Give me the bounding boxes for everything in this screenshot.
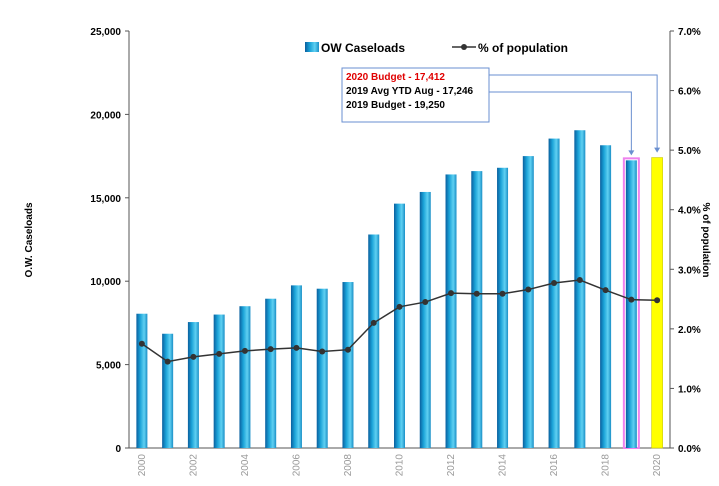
- bar-2003: [213, 314, 225, 448]
- population-point-2008: [344, 346, 351, 353]
- x-tick-label: 2004: [240, 454, 251, 477]
- bar-2018: [600, 145, 612, 448]
- y2-tick-label: 1.0%: [678, 384, 701, 395]
- annotation-line-1: 2020 Budget - 17,412: [346, 72, 445, 83]
- bar-2007: [316, 288, 328, 448]
- bar-2015: [522, 156, 534, 448]
- bar-2010: [394, 203, 405, 448]
- population-point-2004: [241, 347, 248, 354]
- population-point-2002: [190, 353, 197, 360]
- bar-2017: [574, 130, 586, 448]
- population-point-2018: [602, 287, 609, 294]
- population-point-2016: [551, 279, 558, 286]
- bar-2004: [239, 306, 251, 448]
- legend-label-population: % of population: [478, 41, 568, 55]
- x-tick-label: 2018: [601, 454, 612, 477]
- x-tick-label: 2002: [188, 454, 199, 477]
- population-point-2007: [319, 348, 326, 355]
- legend-label-caseloads: OW Caseloads: [321, 41, 405, 55]
- connector-2020-arrow: [654, 147, 661, 153]
- x-tick-label: 2010: [395, 454, 406, 477]
- bar-2014: [497, 167, 509, 448]
- y-tick-label: 10,000: [90, 277, 121, 288]
- bar-2019: [625, 160, 637, 448]
- bar-2016: [548, 138, 560, 448]
- legend: OW Caseloads % of population: [305, 41, 568, 55]
- y2-tick-label: 7.0%: [678, 27, 701, 38]
- population-point-2017: [576, 277, 583, 284]
- y2-axis-title: % of population: [700, 203, 711, 278]
- bars: [136, 130, 663, 449]
- annotation-box: 2020 Budget - 17,412 2019 Avg YTD Aug - …: [341, 67, 490, 123]
- y-axis-title: O.W. Caseloads: [24, 202, 35, 277]
- population-point-2019: [628, 296, 635, 303]
- x-tick-label: 2006: [291, 454, 302, 477]
- y-tick-label: 15,000: [90, 194, 121, 205]
- x-tick-label: 2000: [137, 454, 148, 477]
- x-tick-label: 2008: [343, 454, 354, 477]
- legend-marker-population: [461, 44, 467, 50]
- bar-2002: [187, 322, 199, 448]
- bar-2001: [162, 333, 174, 448]
- population-point-2012: [448, 290, 455, 297]
- annotation-connectors: [489, 74, 661, 156]
- population-point-2015: [525, 286, 532, 293]
- population-point-2000: [138, 340, 145, 347]
- x-tick-label: 2016: [549, 454, 560, 477]
- population-point-2005: [267, 346, 274, 353]
- bar-2000: [136, 313, 148, 448]
- y2-tick-label: 3.0%: [678, 265, 701, 276]
- y2-tick-label: 5.0%: [678, 146, 701, 157]
- bar-2006: [290, 285, 302, 448]
- y2-tick-label: 6.0%: [678, 87, 701, 98]
- population-point-2003: [216, 350, 223, 357]
- population-point-2010: [396, 303, 403, 310]
- tick-labels: 0 5,000 10,000 15,000 20,000 25,000 0.0% 1.0% 2.…: [90, 27, 700, 476]
- population-point-2014: [499, 290, 506, 297]
- connector-2019: [489, 91, 632, 155]
- annotation-line-2: 2019 Avg YTD Aug - 17,246: [346, 86, 474, 97]
- population-point-2013: [473, 290, 480, 297]
- connector-2019-arrow: [628, 150, 635, 156]
- annotation-line-3: 2019 Budget - 19,250: [346, 100, 445, 111]
- bar-2011: [419, 191, 431, 448]
- y-tick-label: 25,000: [90, 27, 121, 38]
- population-point-2020: [654, 297, 661, 304]
- population-point-2006: [293, 344, 300, 351]
- population-point-2009: [370, 319, 377, 326]
- y-tick-label: 0: [115, 444, 121, 455]
- bar-2013: [471, 171, 483, 448]
- population-line: [138, 277, 661, 365]
- y2-tick-label: 4.0%: [678, 206, 701, 217]
- x-tick-label: 2020: [652, 454, 663, 477]
- y2-tick-label: 2.0%: [678, 325, 701, 336]
- bar-2008: [342, 282, 354, 448]
- y-tick-label: 20,000: [90, 110, 121, 121]
- bar-2005: [265, 298, 277, 448]
- x-tick-label: 2014: [498, 454, 509, 477]
- y2-tick-label: 0.0%: [678, 444, 701, 455]
- bar-2012: [445, 174, 457, 448]
- connector-2020: [489, 74, 658, 152]
- legend-swatch-caseloads: [305, 42, 319, 52]
- bar-2009: [368, 234, 380, 448]
- population-point-2011: [422, 299, 429, 306]
- population-point-2001: [164, 358, 171, 365]
- x-tick-label: 2012: [446, 454, 457, 477]
- y-tick-label: 5,000: [96, 361, 121, 372]
